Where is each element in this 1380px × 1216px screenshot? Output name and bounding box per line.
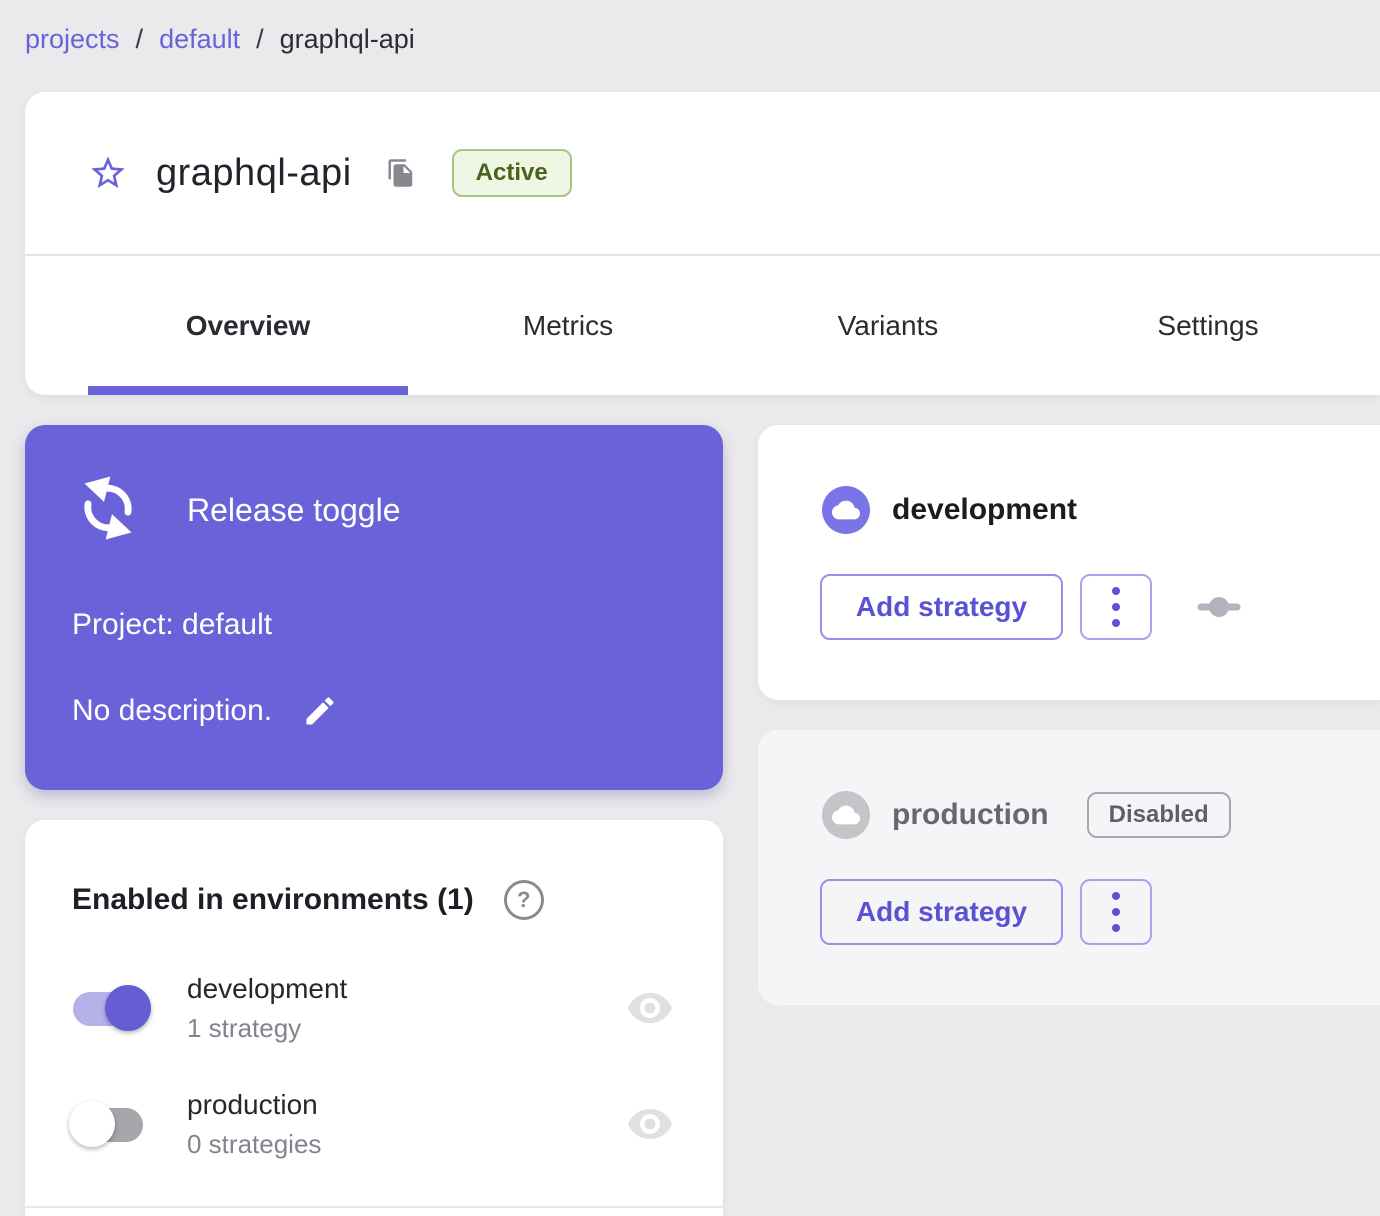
favorite-star-icon[interactable] bbox=[88, 153, 128, 193]
environment-actions: Add strategy bbox=[820, 574, 1243, 640]
kebab-dot bbox=[1112, 603, 1120, 611]
breadcrumb-current-feature: graphql-api bbox=[279, 24, 415, 54]
environment-header: production Disabled bbox=[822, 791, 1231, 839]
status-badge-active: Active bbox=[451, 149, 572, 197]
breadcrumb-projects-link[interactable]: projects bbox=[25, 24, 120, 54]
environment-name: production bbox=[187, 1088, 318, 1120]
enabled-environments-card: Enabled in environments (1) ? developmen… bbox=[25, 820, 723, 1216]
help-icon[interactable]: ? bbox=[503, 880, 544, 920]
tab-variants-label: Variants bbox=[837, 309, 939, 341]
enabled-environments-title-row: Enabled in environments (1) ? bbox=[72, 878, 544, 922]
edit-description-pencil-icon[interactable] bbox=[302, 693, 338, 729]
environment-card-development: development Add strategy bbox=[758, 425, 1380, 700]
breadcrumb-project-default-link[interactable]: default bbox=[159, 24, 241, 54]
environment-actions: Add strategy bbox=[820, 879, 1152, 945]
breadcrumb-separator: / bbox=[135, 24, 144, 54]
tab-metrics[interactable]: Metrics bbox=[408, 256, 728, 395]
environment-name: development bbox=[892, 493, 1078, 526]
production-toggle-switch[interactable] bbox=[67, 1092, 165, 1156]
feature-info-card: Release toggle Project: default No descr… bbox=[25, 425, 723, 790]
environment-toggle-row-development: development 1 strategy bbox=[67, 970, 674, 1046]
breadcrumb: projects / default / graphql-api bbox=[25, 24, 415, 55]
environment-header: development bbox=[822, 486, 1077, 534]
feature-header-row: graphql-api Active bbox=[25, 92, 1380, 254]
feature-type-row: Release toggle bbox=[75, 475, 400, 546]
status-badge-disabled: Disabled bbox=[1086, 792, 1231, 838]
release-toggle-sync-icon bbox=[75, 475, 141, 546]
environment-labels: development 1 strategy bbox=[187, 973, 347, 1044]
tab-metrics-label: Metrics bbox=[522, 309, 614, 341]
strategy-slider-icon bbox=[1195, 597, 1243, 617]
kebab-dot bbox=[1112, 924, 1120, 932]
strategy-count: 0 strategies bbox=[187, 1128, 322, 1159]
cloud-icon bbox=[822, 791, 870, 839]
strategy-count: 1 strategy bbox=[187, 1012, 302, 1043]
eye-visibility-icon[interactable] bbox=[626, 1105, 674, 1143]
toggle-thumb bbox=[69, 1101, 115, 1147]
development-toggle-switch[interactable] bbox=[67, 976, 165, 1040]
kebab-dot bbox=[1112, 619, 1120, 627]
tab-settings-label: Settings bbox=[1157, 309, 1259, 341]
eye-visibility-icon[interactable] bbox=[626, 989, 674, 1027]
feature-type-label: Release toggle bbox=[187, 492, 401, 528]
toggle-thumb bbox=[105, 985, 151, 1031]
add-strategy-button[interactable]: Add strategy bbox=[820, 879, 1063, 945]
tab-bar: Overview Metrics Variants Settings bbox=[25, 254, 1380, 395]
environment-name: production bbox=[892, 798, 1049, 831]
feature-header-card: graphql-api Active Overview Metrics Vari… bbox=[25, 92, 1380, 395]
tab-settings[interactable]: Settings bbox=[1048, 256, 1368, 395]
environment-labels: production 0 strategies bbox=[187, 1089, 321, 1160]
kebab-dot bbox=[1112, 908, 1120, 916]
environment-menu-kebab-button[interactable] bbox=[1080, 574, 1152, 640]
enabled-environments-title: Enabled in environments (1) bbox=[72, 883, 474, 916]
cloud-icon bbox=[822, 486, 870, 534]
environment-toggle-row-production: production 0 strategies bbox=[67, 1086, 674, 1162]
tab-overview[interactable]: Overview bbox=[88, 256, 408, 395]
kebab-dot bbox=[1112, 587, 1120, 595]
copy-icon[interactable] bbox=[386, 156, 416, 190]
feature-project-label: Project: default bbox=[72, 608, 273, 641]
tab-variants[interactable]: Variants bbox=[728, 256, 1048, 395]
feature-description-text: No description. bbox=[72, 694, 273, 727]
add-strategy-button[interactable]: Add strategy bbox=[820, 574, 1063, 640]
feature-title: graphql-api bbox=[156, 151, 352, 194]
breadcrumb-separator: / bbox=[256, 24, 264, 54]
environment-menu-kebab-button[interactable] bbox=[1080, 879, 1152, 945]
environment-card-production: production Disabled Add strategy bbox=[758, 730, 1380, 1005]
environment-name: development bbox=[187, 972, 348, 1004]
tab-overview-label: Overview bbox=[185, 309, 311, 341]
feature-description-row: No description. bbox=[72, 693, 338, 729]
card-divider bbox=[25, 1206, 723, 1208]
kebab-dot bbox=[1112, 892, 1120, 900]
